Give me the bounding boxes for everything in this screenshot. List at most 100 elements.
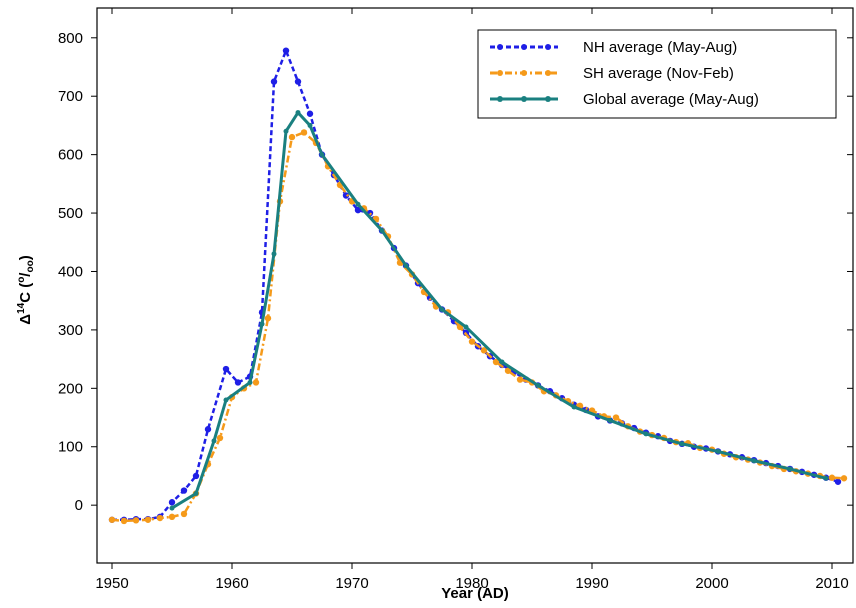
data-point <box>499 359 505 365</box>
data-point <box>223 397 229 403</box>
legend-marker <box>521 44 527 50</box>
data-point <box>828 474 836 481</box>
y-tick-label: 800 <box>58 30 83 47</box>
data-point <box>108 516 116 523</box>
legend-marker <box>521 96 527 102</box>
data-point <box>787 466 793 472</box>
data-point <box>480 347 488 354</box>
series-line <box>171 110 827 510</box>
data-point <box>264 315 272 322</box>
data-point <box>403 263 409 269</box>
data-point <box>168 499 176 506</box>
series-line <box>112 47 839 522</box>
data-point <box>463 324 469 330</box>
x-tick-label: 2000 <box>695 575 728 592</box>
y-tick-label: 400 <box>58 263 83 280</box>
data-point <box>168 513 176 521</box>
data-point <box>571 404 577 410</box>
series-line <box>111 130 845 523</box>
data-point <box>222 365 230 373</box>
data-point <box>204 426 212 433</box>
data-point <box>193 490 199 496</box>
data-point <box>468 338 476 345</box>
data-point <box>120 517 128 525</box>
legend-marker <box>545 96 551 102</box>
data-point <box>211 438 217 444</box>
y-label-part: / <box>17 272 34 277</box>
y-label-part: ) <box>17 255 34 260</box>
data-point <box>342 192 350 199</box>
data-point <box>180 510 188 518</box>
data-point <box>319 152 325 158</box>
data-point <box>492 358 500 366</box>
data-point <box>355 201 361 207</box>
y-label-part: oo <box>25 260 36 272</box>
x-tick-label: 1960 <box>215 575 248 592</box>
data-point <box>612 414 620 421</box>
data-point <box>379 228 385 234</box>
data-point <box>504 367 512 374</box>
data-point <box>234 379 242 386</box>
data-point <box>282 47 290 54</box>
x-axis-label: Year (AD) <box>441 585 509 602</box>
data-point <box>180 487 188 494</box>
data-point <box>270 78 278 85</box>
data-point <box>643 431 649 437</box>
data-point <box>516 376 524 383</box>
data-point <box>156 514 164 522</box>
legend-marker <box>545 70 551 76</box>
legend-marker <box>497 70 503 76</box>
data-point <box>840 475 848 482</box>
legend-label: NH average (May-Aug) <box>583 39 737 56</box>
x-tick-label: 2010 <box>815 575 848 592</box>
legend-marker <box>497 44 503 50</box>
legend-marker <box>545 44 551 50</box>
y-label-part: C ( <box>17 283 34 303</box>
data-point <box>679 441 685 447</box>
data-point <box>271 251 277 257</box>
data-point <box>192 472 200 480</box>
data-point <box>247 379 253 385</box>
data-point <box>823 475 829 481</box>
data-point <box>132 517 140 524</box>
y-tick-label: 500 <box>58 205 83 222</box>
y-tick-label: 100 <box>58 439 83 456</box>
data-point <box>715 448 721 454</box>
y-label-part: Δ <box>17 314 34 325</box>
data-point <box>283 128 289 134</box>
data-point <box>295 110 301 116</box>
data-point <box>307 122 313 128</box>
data-point <box>169 505 175 511</box>
data-point <box>439 306 445 312</box>
x-tick-label: 1980 <box>455 575 488 592</box>
data-point <box>834 478 842 485</box>
data-point <box>607 417 613 423</box>
x-tick-label: 1970 <box>335 575 368 592</box>
y-axis-label: Δ14C (o/oo) <box>16 255 36 324</box>
data-point <box>294 78 302 85</box>
data-point <box>216 434 224 442</box>
y-tick-label: 600 <box>58 147 83 164</box>
data-point <box>144 516 152 523</box>
data-point <box>306 110 314 117</box>
y-tick-label: 0 <box>75 497 83 514</box>
data-point <box>288 133 296 141</box>
y-label-part: 14 <box>16 302 27 314</box>
legend-label: Global average (May-Aug) <box>583 91 759 108</box>
legend-label: SH average (Nov-Feb) <box>583 65 734 82</box>
data-point <box>252 379 260 386</box>
data-point <box>751 458 757 464</box>
data-point <box>354 206 362 214</box>
legend-marker <box>497 96 503 102</box>
legend-marker <box>521 70 527 76</box>
x-tick-label: 1950 <box>95 575 128 592</box>
data-point <box>535 382 541 388</box>
y-tick-label: 300 <box>58 322 83 339</box>
y-tick-label: 700 <box>58 88 83 105</box>
data-point <box>300 129 308 136</box>
x-tick-label: 1990 <box>575 575 608 592</box>
data-point <box>259 321 265 327</box>
plot-frame <box>96 7 854 564</box>
y-label-part: o <box>16 277 27 283</box>
